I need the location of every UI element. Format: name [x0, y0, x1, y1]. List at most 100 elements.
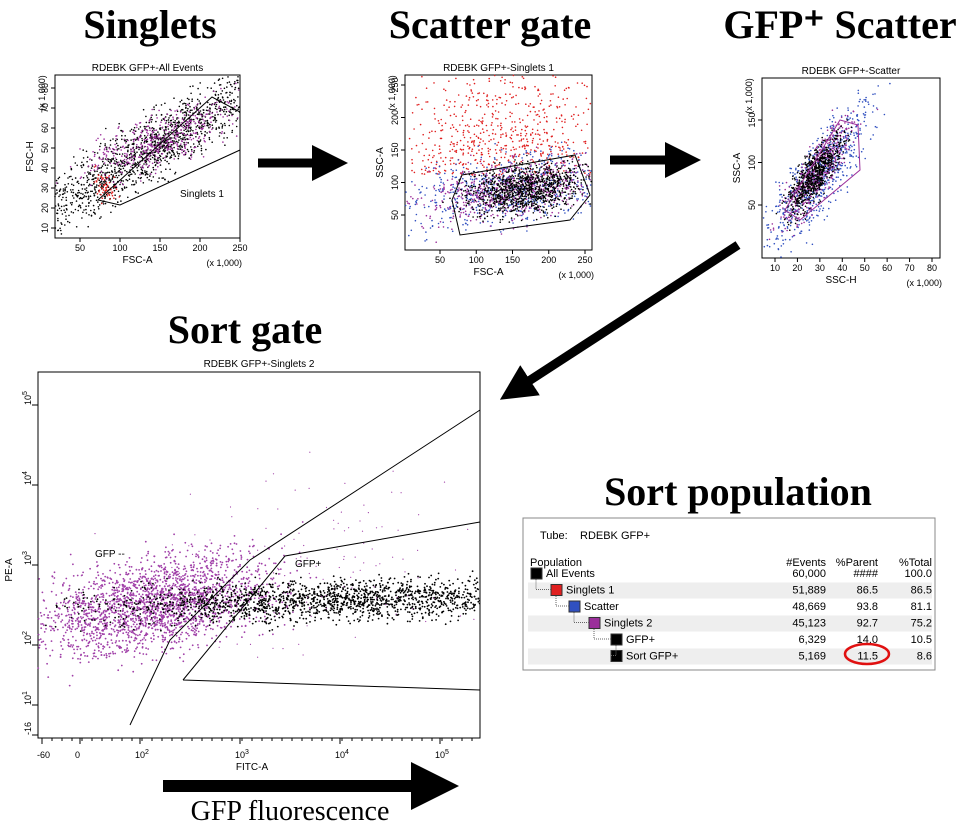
event-dot	[494, 162, 496, 164]
event-dot	[520, 219, 523, 222]
event-dot	[441, 188, 444, 190]
event-dot	[565, 169, 567, 172]
event-dot	[60, 209, 63, 212]
event-dot	[119, 171, 122, 173]
event-dot	[453, 162, 455, 165]
event-dot	[233, 98, 235, 101]
event-dot	[482, 140, 485, 142]
event-dot	[428, 205, 430, 208]
event-dot	[76, 164, 78, 167]
event-dot	[575, 164, 577, 167]
event-dot	[86, 192, 89, 194]
event-dot	[585, 178, 587, 180]
event-dot	[520, 184, 522, 186]
event-dot	[517, 206, 519, 208]
event-dot	[452, 191, 455, 193]
event-dot	[65, 215, 67, 217]
event-dot	[113, 197, 115, 199]
event-dot	[516, 189, 518, 191]
event-dot	[536, 113, 539, 116]
event-dot	[442, 160, 445, 162]
event-dot	[478, 192, 480, 194]
event-dot	[92, 175, 94, 177]
event-dot	[864, 157, 866, 160]
event-dot	[454, 187, 456, 189]
event-dot	[531, 142, 534, 144]
event-dot	[97, 164, 100, 167]
event-dot	[556, 171, 558, 173]
event-dot	[561, 162, 563, 164]
event-dot	[187, 121, 189, 123]
event-dot	[190, 146, 192, 148]
event-dot	[127, 174, 130, 177]
event-dot	[166, 145, 169, 148]
event-dot	[525, 151, 528, 154]
event-dot	[185, 122, 188, 125]
event-dot	[493, 198, 495, 201]
event-dot	[585, 176, 587, 178]
event-dot	[102, 181, 105, 183]
event-dot	[150, 137, 152, 139]
event-dot	[460, 182, 463, 184]
event-dot	[167, 123, 170, 125]
event-dot	[204, 115, 206, 118]
event-dot	[542, 210, 545, 212]
event-dot	[511, 187, 514, 189]
event-dot	[129, 130, 131, 132]
event-dot	[550, 179, 552, 182]
event-dot	[152, 176, 155, 178]
event-dot	[549, 168, 552, 171]
event-dot	[445, 209, 447, 212]
event-dot	[565, 188, 568, 190]
event-dot	[132, 140, 135, 142]
event-dot	[421, 172, 423, 175]
event-dot	[428, 137, 430, 139]
event-dot	[508, 199, 510, 202]
event-dot	[77, 182, 80, 185]
event-dot	[524, 167, 527, 170]
event-dot	[494, 158, 496, 160]
event-dot	[505, 183, 508, 186]
event-dot	[203, 123, 205, 125]
event-dot	[500, 122, 502, 125]
event-dot	[569, 174, 572, 177]
event-dot	[527, 179, 530, 182]
event-dot	[516, 210, 518, 212]
event-dot	[110, 179, 112, 181]
event-dot	[475, 206, 478, 209]
event-dot	[555, 145, 557, 148]
event-dot	[477, 92, 479, 95]
event-dot	[102, 171, 104, 174]
event-dot	[130, 166, 132, 168]
event-dot	[567, 208, 570, 211]
event-dot	[94, 191, 97, 194]
event-dot	[136, 143, 138, 146]
event-dot	[176, 134, 178, 137]
event-dot	[558, 198, 561, 201]
event-dot	[121, 155, 123, 157]
event-dot	[144, 151, 147, 154]
event-dot	[584, 170, 586, 172]
event-dot	[426, 171, 429, 173]
event-dot	[421, 142, 424, 145]
event-dot	[224, 106, 226, 108]
event-dot	[820, 195, 823, 197]
event-dot	[136, 124, 138, 126]
event-dot	[775, 181, 777, 183]
event-dot	[536, 166, 538, 169]
event-dot	[206, 122, 209, 125]
event-dot	[418, 188, 420, 191]
event-dot	[143, 152, 146, 155]
event-dot	[864, 98, 867, 101]
event-dot	[504, 183, 506, 186]
event-dot	[89, 158, 91, 160]
event-dot	[181, 108, 184, 111]
event-dot	[223, 132, 226, 134]
event-dot	[551, 207, 553, 210]
event-dot	[450, 157, 452, 159]
event-dot	[149, 129, 151, 132]
event-dot	[543, 190, 545, 192]
event-dot	[482, 188, 484, 191]
event-dot	[452, 171, 455, 174]
event-dot	[87, 198, 89, 201]
